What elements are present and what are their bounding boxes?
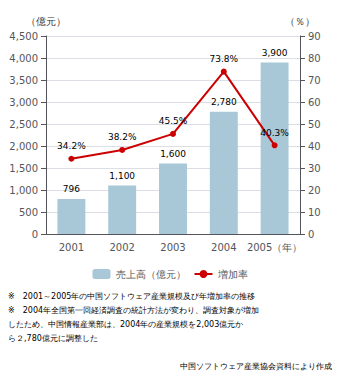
svg-text:中国ソフトウェア産業協会資料により作成: 中国ソフトウェア産業協会資料により作成 xyxy=(180,362,332,371)
svg-text:10: 10 xyxy=(308,207,321,218)
svg-text:4,500: 4,500 xyxy=(9,31,38,42)
svg-text:70: 70 xyxy=(308,75,321,86)
svg-text:3,500: 3,500 xyxy=(9,75,38,86)
svg-text:※ 2001～2005年の中国ソフトウェア産業規模及び年増加: ※ 2001～2005年の中国ソフトウェア産業規模及び年増加率の推移 xyxy=(8,292,255,301)
svg-text:796: 796 xyxy=(63,184,80,194)
svg-text:60: 60 xyxy=(308,97,321,108)
svg-text:1,000: 1,000 xyxy=(9,185,38,196)
svg-text:2,500: 2,500 xyxy=(9,119,38,130)
svg-text:（％）: （％） xyxy=(285,16,315,27)
svg-text:40: 40 xyxy=(308,141,321,152)
svg-text:34.2%: 34.2% xyxy=(57,141,86,151)
svg-text:売上高（億元）: 売上高（億元） xyxy=(116,269,186,280)
svg-text:500: 500 xyxy=(19,207,38,218)
svg-text:38.2%: 38.2% xyxy=(108,132,137,142)
svg-text:2,780: 2,780 xyxy=(211,97,237,107)
svg-text:ら２,780億元に調整した: ら２,780億元に調整した xyxy=(8,334,98,343)
svg-text:0: 0 xyxy=(32,229,38,240)
svg-text:2,000: 2,000 xyxy=(9,141,38,152)
svg-text:80: 80 xyxy=(308,53,321,64)
svg-text:2001: 2001 xyxy=(59,242,84,253)
svg-text:したため、中国情報産業部は、2004年の産業規模を2,003: したため、中国情報産業部は、2004年の産業規模を2,003億元か xyxy=(8,320,243,329)
svg-text:2002: 2002 xyxy=(109,242,134,253)
svg-text:30: 30 xyxy=(308,163,321,174)
svg-text:20: 20 xyxy=(308,185,321,196)
svg-text:2004: 2004 xyxy=(211,242,236,253)
svg-text:40.3%: 40.3% xyxy=(260,128,289,138)
svg-text:1,100: 1,100 xyxy=(109,171,135,181)
svg-text:1,600: 1,600 xyxy=(160,149,186,159)
svg-text:（億元）: （億元） xyxy=(26,16,66,27)
svg-text:増加率: 増加率 xyxy=(217,269,248,280)
svg-text:0: 0 xyxy=(308,229,314,240)
svg-text:2005（年）: 2005（年） xyxy=(247,242,302,253)
svg-text:3,000: 3,000 xyxy=(9,97,38,108)
svg-text:50: 50 xyxy=(308,119,321,130)
svg-text:3,900: 3,900 xyxy=(262,48,288,58)
svg-text:1,500: 1,500 xyxy=(9,163,38,174)
svg-text:2003: 2003 xyxy=(160,242,185,253)
svg-text:73.8%: 73.8% xyxy=(210,54,239,64)
svg-text:※ 2004年全国第一回経済調査の統計方法が変わり、調査対象: ※ 2004年全国第一回経済調査の統計方法が変わり、調査対象が増加 xyxy=(8,306,259,315)
svg-text:90: 90 xyxy=(308,31,321,42)
svg-text:4,000: 4,000 xyxy=(9,53,38,64)
svg-text:45.5%: 45.5% xyxy=(159,116,188,126)
